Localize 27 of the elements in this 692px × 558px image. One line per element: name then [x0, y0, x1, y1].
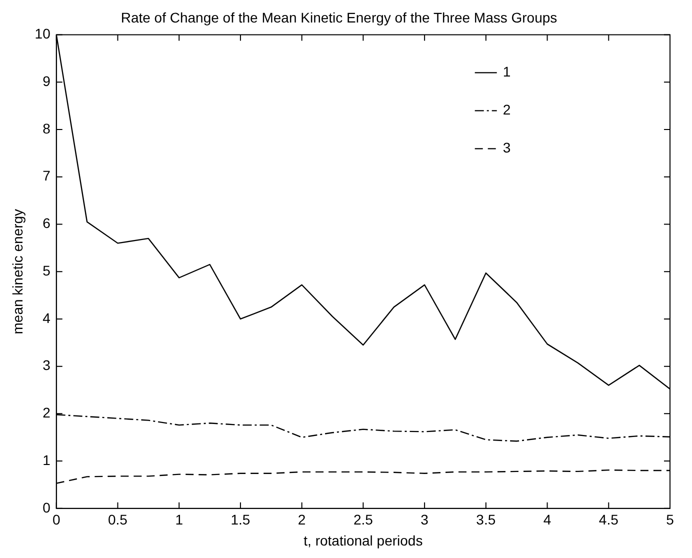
x-tick-label: 2	[298, 512, 306, 528]
legend-label: 1	[502, 64, 511, 80]
y-tick-label: 0	[42, 499, 51, 516]
x-tick-label: 3.5	[476, 512, 496, 528]
y-tick-label: 1	[42, 452, 51, 468]
y-tick-label: 3	[42, 357, 51, 374]
y-tick-label: 4	[42, 310, 51, 326]
y-tick-label: 9	[42, 73, 51, 90]
chart-title: Rate of Change of the Mean Kinetic Energy of the Three Mass Groups	[120, 9, 558, 26]
x-tick-label: 4	[543, 512, 552, 528]
x-tick-label: 1.5	[230, 512, 250, 528]
legend-label: 3	[502, 140, 511, 156]
y-tick-label: 5	[42, 262, 51, 278]
y-tick-label: 8	[42, 120, 51, 136]
y-tick-label: 2	[42, 404, 51, 421]
x-tick-label: 0.5	[108, 512, 128, 528]
y-tick-label: 7	[42, 168, 51, 184]
y-axis-title: mean kinetic energy	[9, 208, 26, 334]
x-tick-label: 2.5	[353, 512, 374, 528]
y-tick-label: 10	[34, 26, 51, 42]
x-tick-label: 5	[666, 512, 674, 528]
x-axis-title: t, rotational periods	[304, 532, 423, 548]
legend-label: 2	[502, 102, 511, 118]
x-tick-label: 3	[420, 512, 429, 528]
y-tick-label: 6	[42, 215, 51, 232]
x-tick-label: 1	[175, 512, 184, 528]
x-tick-label: 4.5	[598, 512, 619, 528]
